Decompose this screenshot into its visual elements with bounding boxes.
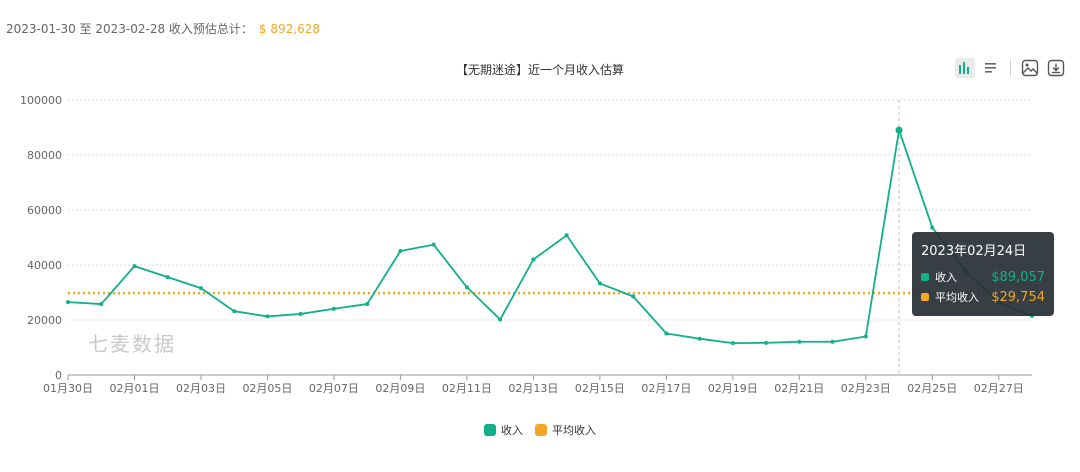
x-tick-label: 02月27日 bbox=[974, 382, 1024, 395]
revenue-point bbox=[764, 340, 769, 345]
legend-item-average[interactable]: 平均收入 bbox=[535, 422, 596, 438]
revenue-point bbox=[830, 339, 835, 344]
revenue-point bbox=[298, 311, 303, 316]
revenue-point bbox=[198, 286, 203, 291]
revenue-point bbox=[331, 306, 336, 311]
revenue-point bbox=[431, 242, 436, 247]
tooltip-row-value: $29,754 bbox=[991, 289, 1045, 305]
x-tick-label: 02月19日 bbox=[708, 382, 758, 395]
list-icon[interactable] bbox=[981, 58, 1001, 78]
y-tick-label: 80000 bbox=[27, 149, 62, 162]
tooltip-date: 2023年02月24日 bbox=[921, 244, 1027, 259]
x-tick-label: 02月15日 bbox=[575, 382, 625, 395]
chart-legend: 收入 平均收入 bbox=[0, 422, 1080, 438]
revenue-total: $ 892,628 bbox=[258, 22, 320, 36]
date-range-label: 2023-01-30 至 2023-02-28 收入预估总计： bbox=[6, 22, 253, 36]
x-tick-label: 02月13日 bbox=[508, 382, 558, 395]
tooltip-row-value: $89,057 bbox=[991, 269, 1045, 285]
revenue-point bbox=[631, 294, 636, 299]
revenue-point bbox=[66, 300, 70, 305]
revenue-point bbox=[697, 336, 702, 341]
revenue-point bbox=[597, 281, 602, 286]
tooltip-row-average: 平均收入 $29,754 bbox=[921, 287, 1045, 307]
bar-chart-icon[interactable] bbox=[955, 58, 975, 78]
y-tick-label: 60000 bbox=[27, 204, 62, 217]
y-tick-label: 20000 bbox=[27, 314, 62, 327]
y-tick-label: 0 bbox=[55, 369, 62, 382]
legend-swatch-revenue bbox=[484, 424, 496, 436]
x-tick-label: 02月11日 bbox=[442, 382, 492, 395]
revenue-point bbox=[365, 302, 370, 307]
revenue-point bbox=[930, 225, 935, 230]
revenue-point bbox=[232, 309, 237, 314]
revenue-point bbox=[165, 275, 170, 280]
revenue-point bbox=[498, 317, 503, 322]
revenue-point bbox=[564, 233, 569, 238]
revenue-point bbox=[531, 257, 536, 262]
revenue-point bbox=[730, 341, 735, 346]
revenue-marker-icon bbox=[921, 273, 929, 281]
chart-tooltip: 2023年02月24日 收入 $89,057 平均收入 $29,754 bbox=[912, 232, 1054, 316]
download-icon[interactable] bbox=[1046, 58, 1066, 78]
watermark: 七麦数据 bbox=[88, 332, 176, 356]
x-tick-label: 02月25日 bbox=[907, 382, 957, 395]
revenue-point bbox=[464, 285, 469, 290]
x-tick-label: 02月17日 bbox=[641, 382, 691, 395]
revenue-point bbox=[132, 264, 137, 269]
average-marker-icon bbox=[921, 293, 929, 301]
x-tick-label: 02月23日 bbox=[841, 382, 891, 395]
revenue-line-chart[interactable]: 【无期迷途】近一个月收入估算 0 20000 40000 60000 80000 1000… bbox=[0, 50, 1080, 410]
toolbar-divider bbox=[1010, 60, 1011, 76]
legend-item-revenue[interactable]: 收入 bbox=[484, 422, 523, 438]
revenue-summary: 2023-01-30 至 2023-02-28 收入预估总计： $ 892,628 bbox=[6, 20, 320, 37]
legend-label: 平均收入 bbox=[552, 424, 596, 437]
revenue-line bbox=[67, 129, 1033, 345]
chart-toolbar bbox=[955, 58, 1066, 78]
chart-title: 【无期迷途】近一个月收入估算 bbox=[456, 62, 624, 77]
legend-swatch-average bbox=[535, 424, 547, 436]
y-tick-label: 100000 bbox=[20, 94, 62, 107]
x-tick-label: 01月30日 bbox=[43, 382, 93, 395]
tooltip-row-revenue: 收入 $89,057 bbox=[921, 267, 1045, 287]
x-tick-label: 02月21日 bbox=[774, 382, 824, 395]
revenue-point bbox=[895, 126, 903, 134]
x-tick-label: 02月01日 bbox=[109, 382, 159, 395]
x-tick-label: 02月05日 bbox=[242, 382, 292, 395]
x-tick-label: 02月03日 bbox=[176, 382, 226, 395]
revenue-point bbox=[863, 334, 868, 339]
revenue-point bbox=[797, 339, 802, 344]
revenue-point bbox=[265, 314, 270, 319]
x-tick-label: 02月07日 bbox=[309, 382, 359, 395]
x-tick-label: 02月09日 bbox=[375, 382, 425, 395]
legend-label: 收入 bbox=[501, 424, 523, 437]
tooltip-row-label: 收入 bbox=[935, 271, 957, 284]
y-tick-label: 40000 bbox=[27, 259, 62, 272]
save-image-icon[interactable] bbox=[1020, 58, 1040, 78]
tooltip-row-label: 平均收入 bbox=[935, 291, 979, 304]
revenue-point bbox=[398, 248, 403, 253]
revenue-point bbox=[664, 331, 669, 336]
revenue-point bbox=[99, 302, 104, 307]
